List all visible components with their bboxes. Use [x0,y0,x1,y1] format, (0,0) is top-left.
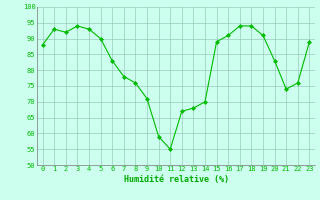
X-axis label: Humidité relative (%): Humidité relative (%) [124,175,228,184]
